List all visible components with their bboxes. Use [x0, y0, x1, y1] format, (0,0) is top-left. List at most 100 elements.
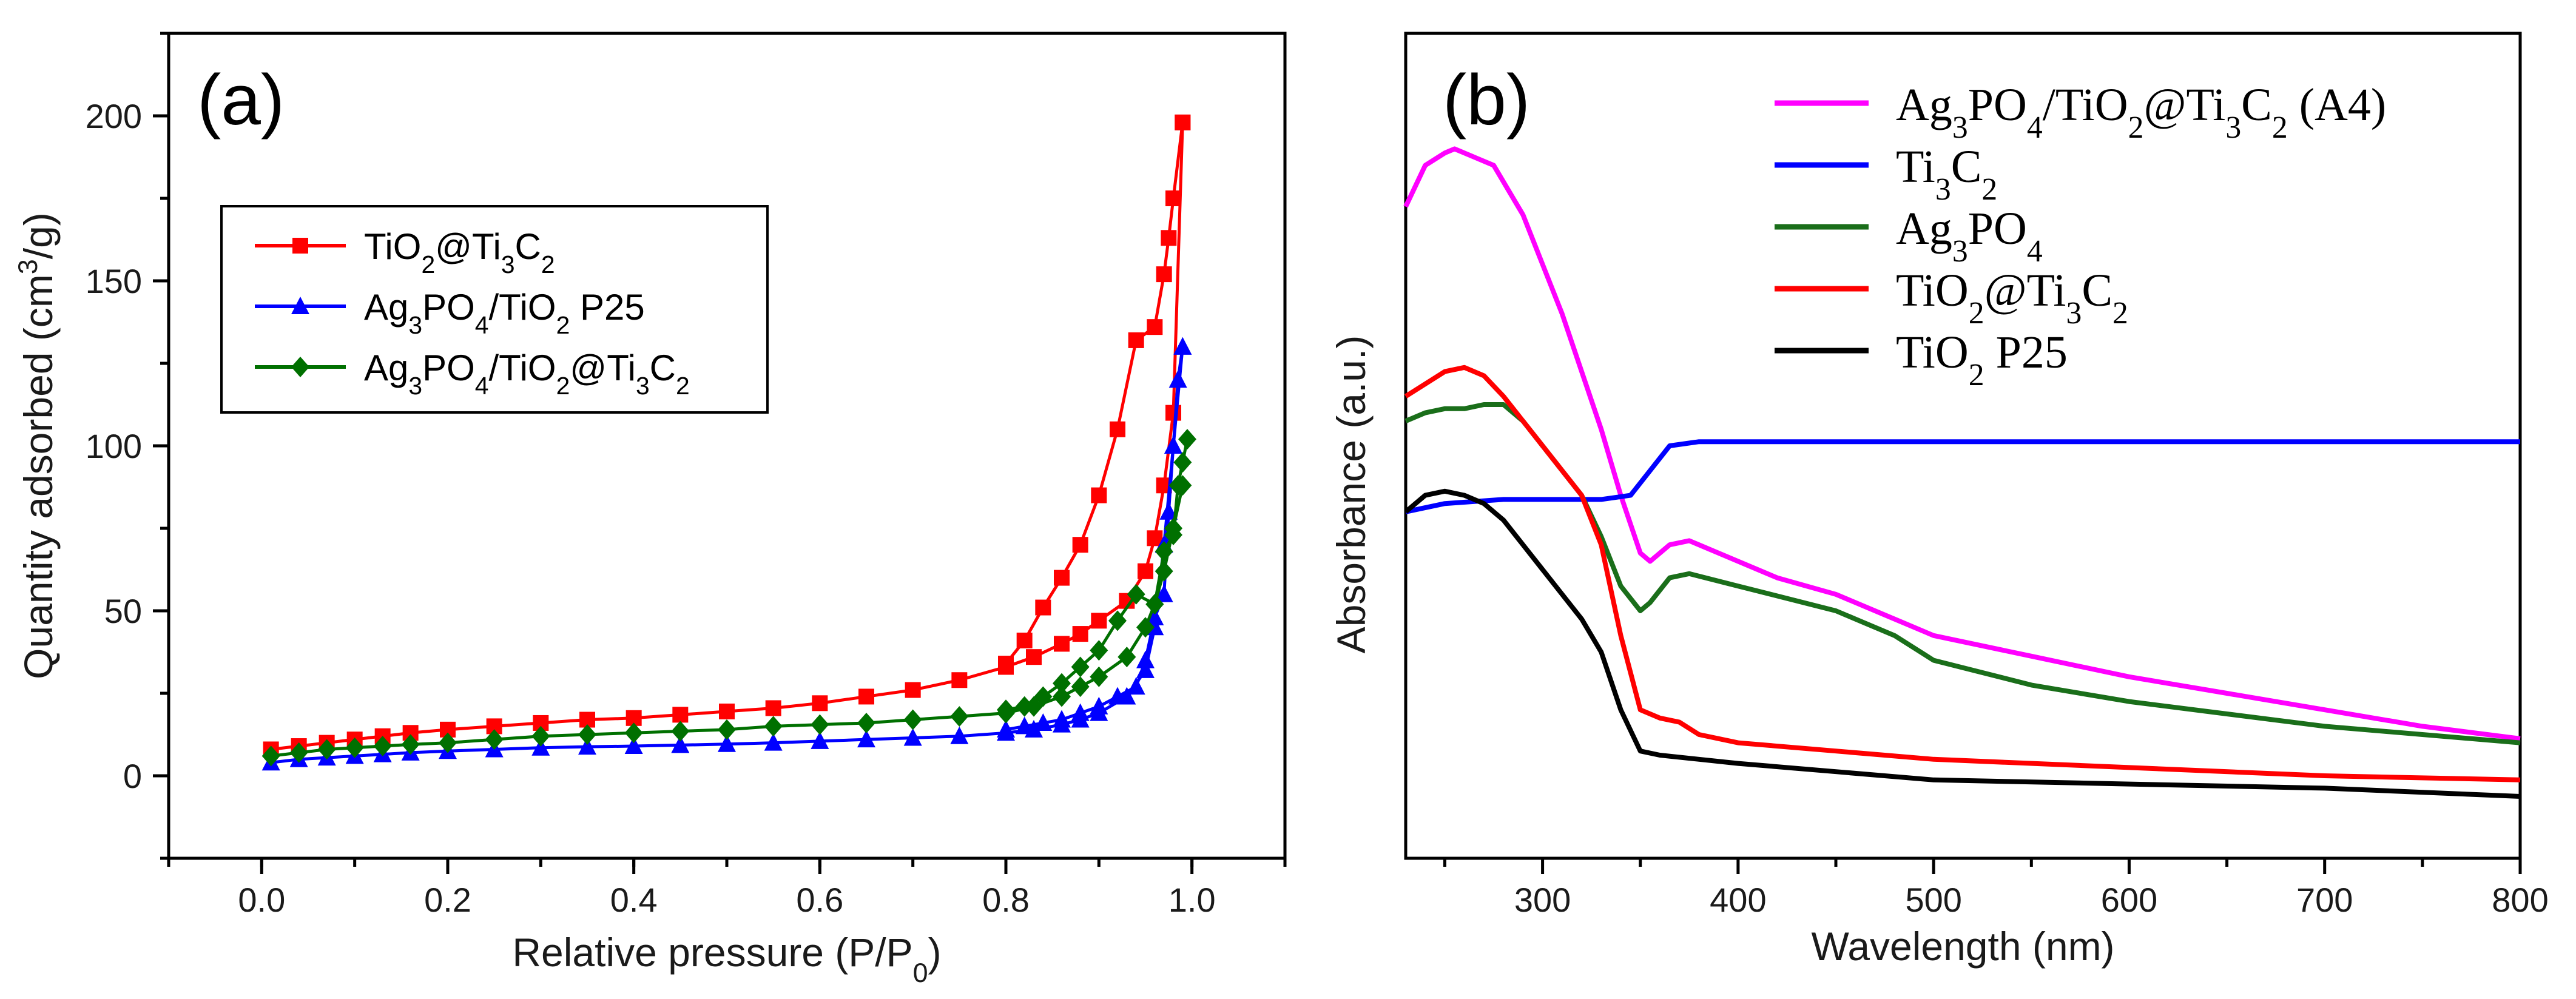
- data-point: [1147, 319, 1163, 335]
- data-point: [905, 682, 921, 698]
- plot-frame: [1404, 32, 2522, 860]
- data-point: [1136, 617, 1155, 638]
- data-point: [485, 729, 504, 750]
- x-axis-title: Wavelength (nm): [1811, 924, 2114, 969]
- legend-label: TiO2@Ti3C2: [1896, 265, 2128, 331]
- data-point: [764, 733, 783, 751]
- series-line-Ag3PO4/TiO2@Ti3C2 (A4): [1403, 146, 2521, 741]
- x-tick-label: 400: [1710, 881, 1766, 919]
- data-point: [998, 656, 1014, 672]
- data-point: [1015, 696, 1034, 717]
- data-point: [1159, 502, 1178, 520]
- data-point: [1071, 703, 1090, 721]
- data-point: [1156, 266, 1172, 283]
- series-line-TiO2@Ti3C2: [1404, 365, 2521, 782]
- x-tick-label: 600: [2101, 881, 2157, 919]
- data-point: [1127, 677, 1145, 695]
- data-point: [1165, 405, 1181, 421]
- series-Ag3PO4/TiO2@Ti3C2: [261, 429, 1196, 767]
- x-tick-label: 0.4: [610, 881, 658, 919]
- y-axis-title: Absorbance (a.u.): [1329, 335, 1374, 654]
- data-point: [1053, 686, 1071, 707]
- data-point: [1173, 337, 1192, 355]
- data-point: [765, 700, 781, 716]
- data-point: [764, 716, 783, 737]
- data-point: [672, 707, 689, 723]
- legend-label: Ti3C2: [1896, 141, 1997, 207]
- data-point: [857, 712, 875, 733]
- data-point: [1155, 584, 1173, 602]
- data-point: [1091, 487, 1107, 503]
- y-tick-label: 0: [123, 757, 142, 795]
- data-point: [811, 731, 829, 749]
- data-point: [811, 714, 829, 735]
- data-point: [624, 736, 643, 755]
- data-point: [1145, 607, 1164, 625]
- data-point: [903, 709, 922, 730]
- data-point: [718, 719, 736, 740]
- data-point: [1175, 114, 1191, 130]
- data-point: [950, 706, 969, 727]
- data-point: [1035, 599, 1051, 616]
- data-point: [1168, 475, 1187, 496]
- data-point: [812, 695, 828, 711]
- legend-box: [220, 205, 769, 414]
- data-point: [1161, 230, 1177, 246]
- data-point: [1090, 666, 1108, 687]
- data-point: [1165, 190, 1181, 206]
- legend-label: TiO2 P25: [1896, 327, 2068, 392]
- legend-marker: [292, 238, 308, 254]
- data-point: [1136, 650, 1155, 668]
- data-point: [1071, 656, 1090, 678]
- legend-label: TiO2@Ti3C2: [364, 226, 555, 278]
- x-tick-label: 1.0: [1168, 881, 1216, 919]
- legend-label: Ag3PO4/TiO2 P25: [364, 287, 645, 339]
- data-point: [624, 722, 643, 744]
- x-tick-label: 700: [2296, 881, 2353, 919]
- panel-label-b: (b): [1443, 60, 1530, 140]
- data-point: [1015, 716, 1034, 735]
- legend-marker: [291, 357, 309, 377]
- data-point: [719, 703, 735, 719]
- x-tick-label: 0.8: [982, 881, 1030, 919]
- data-point: [1072, 626, 1088, 642]
- data-point: [578, 724, 596, 745]
- legend-label: Ag3PO4/TiO2@Ti3C2 (A4): [1896, 79, 2386, 145]
- data-point: [951, 672, 968, 688]
- legend-label: Ag3PO4/TiO2@Ti3C2: [364, 348, 690, 400]
- x-tick-label: 500: [1905, 881, 1961, 919]
- y-tick-label: 100: [86, 427, 142, 465]
- legend-b: Ag3PO4/TiO2@Ti3C2 (A4)Ti3C2Ag3PO4TiO2@Ti…: [1775, 79, 2386, 392]
- data-point: [1173, 452, 1192, 473]
- data-point: [578, 737, 596, 755]
- series-line-Ag3PO4: [1404, 402, 2521, 745]
- data-point: [1164, 524, 1182, 545]
- data-point: [1108, 610, 1127, 631]
- data-point: [531, 738, 550, 756]
- legend-marker: [291, 297, 309, 314]
- data-point: [1164, 436, 1182, 454]
- data-point: [1071, 676, 1090, 698]
- data-point: [1016, 632, 1033, 648]
- x-tick-label: 0.6: [796, 881, 843, 919]
- data-point: [531, 725, 550, 747]
- panel-label-a: (a): [197, 60, 285, 140]
- data-point: [1072, 537, 1088, 553]
- y-tick-label: 50: [104, 592, 142, 630]
- data-point: [997, 699, 1015, 721]
- x-tick-label: 800: [2492, 881, 2548, 919]
- data-point: [1155, 560, 1173, 582]
- data-point: [1127, 584, 1145, 605]
- panel-a: 0.0 0.2 0.4 0.6 0.8 1.0 0 50 100 150 200 Relative p…: [12, 32, 1287, 988]
- series-line-desorption: [1005, 122, 1184, 665]
- y-tick-label: 200: [86, 97, 142, 135]
- data-point: [857, 730, 875, 748]
- data-point: [1118, 647, 1136, 668]
- data-point: [317, 739, 336, 760]
- y-tick-label: 150: [86, 262, 142, 300]
- panel-b: 300 400 500 600 700 800 Wavelength (nm) Absorba…: [1329, 32, 2549, 969]
- data-point: [401, 734, 420, 755]
- data-point: [858, 688, 874, 705]
- data-point: [1053, 673, 1071, 694]
